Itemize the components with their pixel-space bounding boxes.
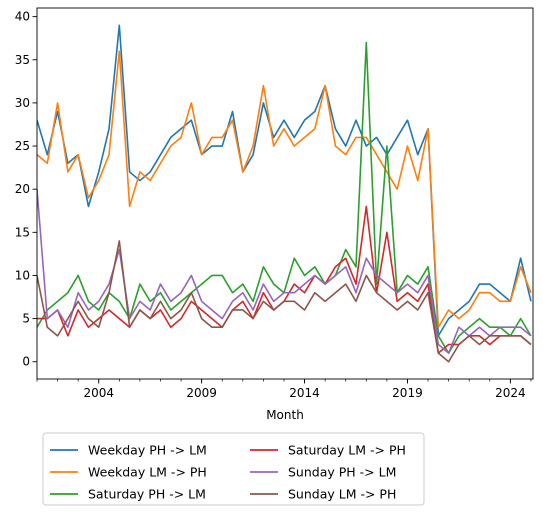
y-tick-label: 15 [15, 225, 30, 239]
legend-item[interactable]: Sunday LM -> PH [250, 487, 396, 502]
x-axis: 2004 2009 2014 2019 2024 [36, 379, 532, 400]
y-tick-label: 20 [15, 182, 30, 196]
y-tick-label: 30 [15, 96, 30, 110]
series-layer [37, 24, 532, 363]
y-axis: 0 5 10 15 20 25 30 35 40 [15, 10, 37, 369]
x-tick-label: 2024 [495, 386, 526, 400]
legend-label: Saturday PH -> LM [88, 487, 206, 502]
y-tick-label: 10 [15, 268, 30, 282]
legend-item[interactable]: Weekday LM -> PH [50, 465, 207, 480]
x-tick-label: 2009 [186, 386, 217, 400]
plot-frame [36, 7, 534, 380]
legend-label: Weekday LM -> PH [88, 465, 207, 480]
y-tick-label: 40 [15, 10, 30, 24]
legend-label: Sunday LM -> PH [288, 487, 396, 502]
legend-item[interactable]: Saturday PH -> LM [50, 487, 206, 502]
series-line-1 [37, 24, 532, 337]
legend-label: Saturday LM -> PH [288, 443, 406, 458]
legend-item[interactable]: Sunday PH -> LM [250, 465, 396, 480]
legend-item[interactable]: Saturday LM -> PH [250, 443, 406, 458]
y-tick-label: 0 [22, 355, 30, 369]
legend-label: Sunday PH -> LM [288, 465, 396, 480]
legend-label: Weekday PH -> LM [88, 443, 207, 458]
x-tick-label: 2014 [289, 386, 320, 400]
legend-box [42, 432, 425, 506]
x-tick-label: 2004 [83, 386, 114, 400]
legend[interactable]: Weekday PH -> LM Weekday LM -> PH Saturday… [42, 432, 425, 506]
x-tick-label: 2019 [392, 386, 423, 400]
legend-item[interactable]: Weekday PH -> LM [50, 443, 207, 458]
y-tick-label: 5 [22, 312, 30, 326]
series-line-2 [37, 50, 532, 329]
x-axis-label: Month [266, 408, 304, 422]
y-tick-label: 25 [15, 139, 30, 153]
series-line-6 [37, 240, 532, 363]
y-tick-label: 35 [15, 53, 30, 67]
series-line-5 [37, 189, 532, 354]
